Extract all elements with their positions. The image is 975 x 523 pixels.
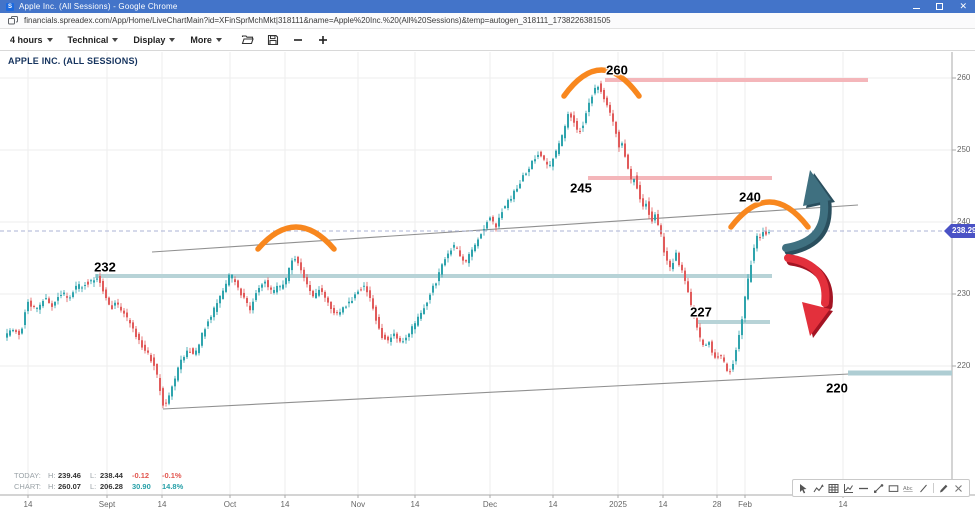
open-folder-icon[interactable] <box>241 33 255 47</box>
address-bar: financials.spreadex.com/App/Home/LiveCha… <box>0 13 975 29</box>
ray-icon[interactable] <box>918 482 929 494</box>
x-axis-label: 14 <box>23 500 33 509</box>
gridlines <box>0 52 952 495</box>
minimize-button[interactable] <box>913 8 921 9</box>
price-level-label[interactable]: 227 <box>690 304 712 320</box>
close-icon[interactable] <box>953 482 964 494</box>
chevron-down-icon <box>169 37 176 42</box>
display-dropdown[interactable]: Display <box>133 35 176 45</box>
indicator-icon[interactable] <box>843 482 854 494</box>
timeframe-dropdown[interactable]: 4 hours <box>10 35 53 45</box>
chart-stats-row: CHART: H: 260.07 L: 206.28 30.90 14.8% <box>14 482 184 491</box>
price-chart-canvas[interactable] <box>0 51 975 523</box>
horizontal-line-icon[interactable] <box>858 482 869 494</box>
chevron-down-icon <box>46 37 53 42</box>
price-level-label[interactable]: 220 <box>826 380 848 396</box>
polyline-icon[interactable] <box>813 482 824 494</box>
grid-icon[interactable] <box>828 482 839 494</box>
rectangle-icon[interactable] <box>888 482 899 494</box>
x-axis-label: 14 <box>410 500 420 509</box>
y-axis-label: 240 <box>957 217 971 226</box>
breakout-up-arrow[interactable] <box>782 170 835 256</box>
trendline-icon[interactable] <box>873 482 884 494</box>
price-level-label[interactable]: 245 <box>570 180 592 196</box>
y-axis-label: 220 <box>957 361 971 370</box>
url-text[interactable]: financials.spreadex.com/App/Home/LiveCha… <box>24 16 611 25</box>
today-stats-row: TODAY: H: 239.46 L: 238.44 -0.12 -0.1% <box>14 471 182 480</box>
zoom-in-icon[interactable] <box>316 33 330 47</box>
close-button[interactable]: ✕ <box>959 1 967 11</box>
zoom-out-icon[interactable] <box>291 33 305 47</box>
x-axis-label: 14 <box>157 500 167 509</box>
tab-switcher-icon[interactable] <box>8 12 18 30</box>
x-axis-label: 14 <box>658 500 668 509</box>
svg-text:Abc: Abc <box>903 485 913 491</box>
price-stats: TODAY: H: 239.46 L: 238.44 -0.12 -0.1% CHART: H… <box>14 470 192 492</box>
site-favicon-icon: S <box>6 2 14 11</box>
level-lines[interactable] <box>95 78 952 376</box>
restore-button[interactable] <box>936 3 944 10</box>
x-axis-label: Sept <box>98 500 116 509</box>
x-axis-label: Oct <box>223 500 237 509</box>
dome-annotations[interactable] <box>255 67 811 252</box>
price-level-label[interactable]: 260 <box>606 62 628 78</box>
window-titlebar: S Apple Inc. (All Sessions) - Google Chr… <box>0 0 975 13</box>
current-price-badge: 238.29 <box>944 224 975 238</box>
toolbar-separator <box>933 483 934 493</box>
candles <box>6 80 770 409</box>
x-axis-label: 28 <box>712 500 722 509</box>
instrument-title: APPLE INC. (ALL SESSIONS) <box>8 56 138 66</box>
price-level-label[interactable]: 240 <box>739 189 761 205</box>
x-axis-label: 14 <box>280 500 290 509</box>
breakdown-red-arrow[interactable] <box>784 254 833 338</box>
x-axis-label: 2025 <box>609 500 627 509</box>
more-dropdown[interactable]: More <box>190 35 222 45</box>
x-axis-label: Dec <box>482 500 498 509</box>
cursor-icon[interactable] <box>798 482 809 494</box>
chevron-down-icon <box>215 37 222 42</box>
drawing-toolbar: Abc <box>792 479 970 497</box>
chart-area: APPLE INC. (ALL SESSIONS) 238.29 TODAY: H… <box>0 51 975 523</box>
trendlines[interactable] <box>151 204 859 410</box>
window-title: Apple Inc. (All Sessions) - Google Chrom… <box>19 2 178 11</box>
x-axis-label: Nov <box>350 500 366 509</box>
x-axis-label: 14 <box>838 500 848 509</box>
technical-dropdown[interactable]: Technical <box>68 35 119 45</box>
y-axis-label: 250 <box>957 145 971 154</box>
toolbar-icon-group <box>241 33 330 47</box>
text-icon[interactable]: Abc <box>903 482 914 494</box>
chevron-down-icon <box>112 37 119 42</box>
y-axis-label: 260 <box>957 73 971 82</box>
x-axis-label: 14 <box>548 500 558 509</box>
x-axis-label: Feb <box>738 500 752 509</box>
chart-toolbar: 4 hours Technical Display More <box>0 29 975 51</box>
price-level-label[interactable]: 232 <box>94 259 116 275</box>
pencil-icon[interactable] <box>938 482 949 494</box>
y-axis-label: 230 <box>957 289 971 298</box>
save-icon[interactable] <box>266 33 280 47</box>
